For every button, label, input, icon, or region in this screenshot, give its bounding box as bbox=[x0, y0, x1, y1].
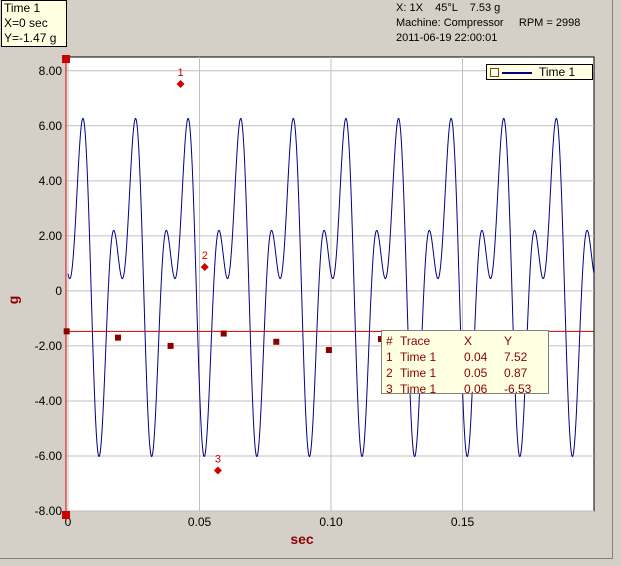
cursor-marker-label: 1 bbox=[178, 67, 184, 79]
cursor-marker[interactable] bbox=[200, 262, 209, 271]
readout-trace: Time 1 bbox=[4, 1, 41, 15]
x-axis-label: sec bbox=[290, 531, 314, 547]
cursor-readout: Time 1 X=0 sec Y=-1.47 g bbox=[1, 0, 67, 47]
table-row: 1 Time 1 0.04 7.52 bbox=[386, 349, 544, 365]
y-tick-label: -2.00 bbox=[35, 339, 63, 353]
row-x: 0.05 bbox=[464, 366, 488, 380]
cursor-marker[interactable] bbox=[176, 79, 185, 88]
cursor-marker-label: 3 bbox=[215, 454, 221, 466]
row-x: 0.06 bbox=[464, 382, 488, 396]
cursor-table: # Trace X Y 1 Time 1 0.04 7.52 2 Time 1 … bbox=[381, 330, 549, 397]
row-y: 0.87 bbox=[504, 366, 528, 380]
crossing-marker bbox=[220, 330, 227, 337]
row-number: 1 bbox=[386, 350, 393, 364]
cursor-table-header: # Trace X Y bbox=[386, 333, 544, 349]
y-axis-label: g bbox=[5, 296, 21, 305]
legend-checkbox-icon[interactable] bbox=[490, 68, 499, 77]
y-tick-label: 8.00 bbox=[39, 64, 63, 78]
header-x: X bbox=[464, 334, 473, 348]
cursor-marker[interactable] bbox=[213, 466, 222, 475]
readout-y: Y=-1.47 g bbox=[4, 31, 57, 45]
y-tick-label: 0 bbox=[55, 284, 62, 298]
plot-area[interactable] bbox=[65, 56, 595, 512]
y-tick-label: 2.00 bbox=[39, 229, 63, 243]
header-info: X: 1X 45°L 7.53 g Machine: Compressor RPM… bbox=[396, 1, 580, 46]
crossing-marker bbox=[63, 328, 70, 335]
cursor-marker-label: 2 bbox=[202, 250, 208, 262]
grid bbox=[66, 57, 594, 512]
cursor-handle-bottom[interactable] bbox=[62, 511, 70, 519]
header-line-3: 2011-06-19 22:00:01 bbox=[396, 32, 498, 44]
row-y: -6.53 bbox=[504, 382, 532, 396]
row-number: 3 bbox=[386, 382, 393, 396]
series-line-time-1 bbox=[67, 117, 595, 458]
header-trace: Trace bbox=[400, 334, 431, 348]
x-tick-label: 0.10 bbox=[319, 515, 343, 529]
y-axis-ticks: 8.00 6.00 4.00 2.00 0 -2.00 -4.00 -6.00 -8.00 bbox=[35, 64, 63, 518]
header-line-1: X: 1X 45°L 7.53 g bbox=[396, 2, 501, 14]
row-y: 7.52 bbox=[504, 350, 528, 364]
x-tick-label: 0.15 bbox=[451, 515, 475, 529]
y-tick-label: 4.00 bbox=[39, 174, 63, 188]
y-tick-label: -6.00 bbox=[35, 449, 63, 463]
table-row: 2 Time 1 0.05 0.87 bbox=[386, 365, 544, 381]
table-row: 3 Time 1 0.06 -6.53 bbox=[386, 381, 544, 397]
readout-x: X=0 sec bbox=[4, 16, 48, 30]
header-line-2: Machine: Compressor RPM = 2998 bbox=[396, 17, 581, 29]
crossing-marker bbox=[273, 338, 280, 345]
cursor-handle-top[interactable] bbox=[62, 55, 70, 63]
row-trace: Time 1 bbox=[400, 350, 437, 364]
x-tick-label: 0.05 bbox=[188, 515, 212, 529]
x-tick-label: 0 bbox=[65, 515, 72, 529]
y-tick-label: -8.00 bbox=[35, 504, 63, 518]
header-y: Y bbox=[504, 334, 513, 348]
legend-label: Time 1 bbox=[539, 65, 576, 79]
row-x: 0.04 bbox=[464, 350, 488, 364]
x-axis-ticks: 0 0.05 0.10 0.15 bbox=[65, 515, 475, 529]
crossing-marker bbox=[325, 347, 332, 354]
legend-line-swatch bbox=[502, 72, 532, 74]
row-trace: Time 1 bbox=[400, 366, 437, 380]
crossing-marker bbox=[167, 342, 174, 349]
markers: 1 2 3 bbox=[63, 67, 490, 475]
legend[interactable]: Time 1 bbox=[486, 64, 593, 80]
header-number: # bbox=[386, 334, 393, 348]
row-number: 2 bbox=[386, 366, 393, 380]
row-trace: Time 1 bbox=[400, 382, 437, 396]
y-tick-label: 6.00 bbox=[39, 119, 63, 133]
crossing-marker bbox=[114, 334, 121, 341]
crossing-marker bbox=[377, 336, 384, 343]
y-tick-label: -4.00 bbox=[35, 394, 63, 408]
